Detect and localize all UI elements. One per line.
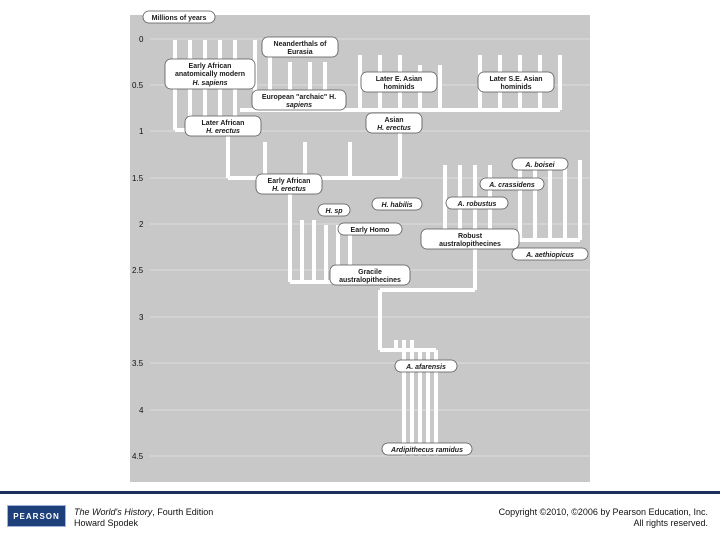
- a-afarensis-box: [394, 359, 458, 373]
- neanderthals-label-1: Neanderthals of: [274, 41, 328, 48]
- later-african-erectus-box: [184, 115, 262, 137]
- a-aethiopicus-label: A. aethiopicus: [525, 252, 574, 259]
- book-credit: The World's History, Fourth Edition Howa…: [74, 507, 213, 529]
- tick-label: 2.5: [132, 266, 144, 275]
- european-archaic-label-2: sapiens: [286, 102, 312, 109]
- early-african-sapiens-box: [164, 58, 256, 90]
- book-title: The World's History: [74, 507, 153, 517]
- european-archaic-box: [251, 89, 347, 111]
- copyright-notice: Copyright ©2010, ©2006 by Pearson Educat…: [499, 507, 708, 529]
- tick-label: 1.5: [132, 174, 144, 183]
- a-crassidens-label: A. crassidens: [488, 182, 535, 189]
- rights-line: All rights reserved.: [633, 518, 708, 528]
- book-title-line: The World's History, Fourth Edition: [74, 507, 213, 518]
- h-sp-label: H. sp: [325, 208, 343, 215]
- pearson-logo-text: PEARSON: [13, 511, 60, 521]
- early-homo-box: [337, 222, 403, 236]
- a-afarensis-label: A. afarensis: [405, 364, 446, 371]
- tick-label: 2: [139, 220, 144, 229]
- later-e-asian-label-1: Later E. Asian: [376, 76, 422, 83]
- ardipithecus-box: [381, 442, 473, 456]
- later-african-erectus-label-2: H. erectus: [206, 128, 240, 135]
- asian-erectus-label-2: H. erectus: [377, 125, 411, 132]
- tick-label: 0: [139, 35, 144, 44]
- hominid-evolution-tree: Millions of years 0 0.5 1 1.5 2 2.5 3 3.…: [130, 10, 590, 482]
- a-boisei-label: A. boisei: [524, 162, 555, 169]
- european-archaic-label-1: European "archaic" H.: [262, 94, 336, 101]
- early-african-erectus-label-2: H. erectus: [272, 186, 306, 193]
- a-robustus-label: A. robustus: [457, 201, 497, 208]
- asian-erectus-box: [365, 112, 423, 134]
- footer-divider: [0, 491, 720, 494]
- tick-label: 3.5: [132, 359, 144, 368]
- gracile-australopithecines-box: [329, 264, 411, 286]
- early-african-erectus-label-1: Early African: [268, 178, 311, 185]
- book-edition: , Fourth Edition: [152, 507, 214, 517]
- ardipithecus-label: Ardipithecus ramidus: [390, 447, 463, 454]
- tick-label: 1: [139, 127, 144, 136]
- axis-title-box: [142, 10, 216, 24]
- early-african-erectus-box: [255, 173, 323, 195]
- gracile-label-1: Gracile: [358, 269, 382, 276]
- a-robustus-box: [445, 196, 509, 210]
- robust-australopithecines-box: [420, 228, 520, 250]
- neanderthals-box: [261, 36, 339, 58]
- early-african-sapiens-label-3: H. sapiens: [192, 80, 227, 87]
- tick-label: 4.5: [132, 452, 144, 461]
- a-aethiopicus-box: [511, 247, 589, 261]
- early-african-sapiens-label-2: anatomically modern: [175, 71, 245, 78]
- early-homo-label: Early Homo: [351, 227, 390, 234]
- a-crassidens-box: [479, 177, 545, 191]
- asian-erectus-label-1: Asian: [384, 117, 403, 124]
- robust-australopithecines-label-2: australopithecines: [439, 241, 501, 248]
- gracile-label-2: australopithecines: [339, 277, 401, 284]
- h-habilis-box: [371, 197, 423, 211]
- h-habilis-label: H. habilis: [381, 202, 412, 209]
- later-african-erectus-label-1: Later African: [202, 120, 245, 127]
- h-sp-box: [317, 203, 351, 217]
- later-se-asian-label-2: hominids: [500, 84, 531, 91]
- tick-label: 4: [139, 406, 144, 415]
- tick-label: 3: [139, 313, 144, 322]
- later-e-asian-label-2: hominids: [383, 84, 414, 91]
- early-african-sapiens-label-1: Early African: [189, 63, 232, 70]
- later-se-asian-label-1: Later S.E. Asian: [489, 76, 542, 83]
- a-boisei-box: [511, 157, 569, 171]
- book-author: Howard Spodek: [74, 518, 139, 528]
- copyright-line: Copyright ©2010, ©2006 by Pearson Educat…: [498, 507, 708, 517]
- pearson-logo: PEARSON: [7, 505, 66, 527]
- neanderthals-label-2: Eurasia: [287, 49, 312, 56]
- robust-australopithecines-label-1: Robust: [458, 233, 483, 240]
- tick-label: 0.5: [132, 81, 144, 90]
- later-e-asian-box: [360, 71, 438, 93]
- axis-title: Millions of years: [152, 15, 207, 22]
- later-se-asian-box: [477, 71, 555, 93]
